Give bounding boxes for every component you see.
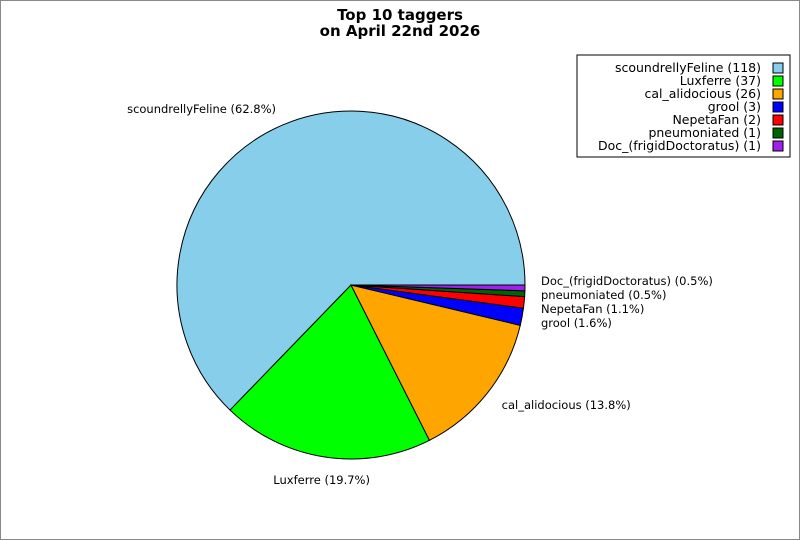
legend-swatch-grool	[772, 101, 784, 113]
legend-swatch-cal_alidocious	[772, 88, 784, 100]
legend-swatch-pneumoniated	[772, 127, 784, 139]
slice-label-grool: grool (1.6%)	[541, 316, 612, 330]
legend-label-Luxferre: Luxferre (37)	[680, 73, 761, 88]
legend-swatch-Doc_(frigidDoctoratus)	[772, 140, 784, 152]
slice-label-cal_alidocious: cal_alidocious (13.8%)	[502, 398, 631, 412]
slice-label-Luxferre: Luxferre (19.7%)	[273, 473, 370, 487]
pie-slice-Luxferre	[229, 284, 431, 460]
slice-label-scoundrellyFeline: scoundrellyFeline (62.8%)	[127, 102, 276, 116]
legend-label-NepetaFan: NepetaFan (2)	[672, 112, 761, 127]
legend-swatch-scoundrellyFeline	[772, 62, 784, 74]
chart-title-line-1: Top 10 taggers	[337, 6, 463, 24]
legend-label-pneumoniated: pneumoniated (1)	[648, 125, 761, 140]
pie-slice-scoundrellyFeline	[176, 110, 526, 411]
pie-slice-Doc_(frigidDoctoratus)	[350, 284, 526, 292]
legend-swatch-NepetaFan	[772, 114, 784, 126]
slice-label-Doc_(frigidDoctoratus): Doc_(frigidDoctoratus) (0.5%)	[541, 274, 713, 288]
legend-label-Doc_(frigidDoctoratus): Doc_(frigidDoctoratus) (1)	[598, 138, 761, 153]
legend-box	[576, 54, 791, 158]
slice-label-pneumoniated: pneumoniated (0.5%)	[541, 288, 666, 302]
legend-label-grool: grool (3)	[708, 99, 761, 114]
pie-slice-cal_alidocious	[350, 284, 521, 441]
legend-label-scoundrellyFeline: scoundrellyFeline (118)	[615, 60, 761, 75]
slice-label-NepetaFan: NepetaFan (1.1%)	[541, 302, 644, 316]
chart-title-line-2: on April 22nd 2026	[320, 22, 481, 40]
legend-swatch-Luxferre	[772, 75, 784, 87]
legend-label-cal_alidocious: cal_alidocious (26)	[644, 86, 761, 101]
